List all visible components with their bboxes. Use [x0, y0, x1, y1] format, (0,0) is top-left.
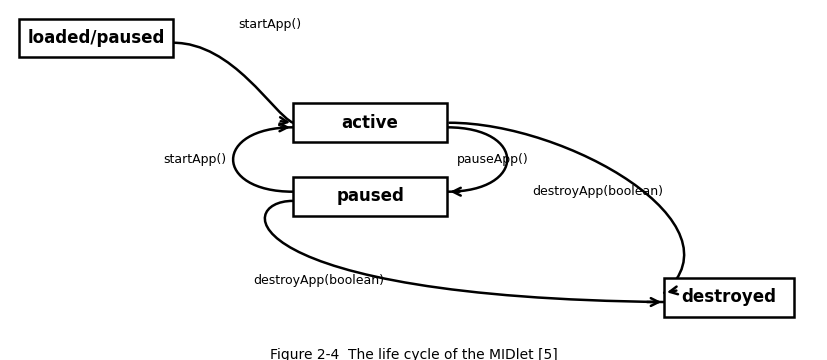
FancyBboxPatch shape — [293, 177, 447, 216]
Text: destroyApp(boolean): destroyApp(boolean) — [253, 274, 384, 287]
FancyBboxPatch shape — [663, 278, 793, 317]
Text: startApp(): startApp() — [163, 153, 227, 166]
Text: paused: paused — [336, 187, 404, 205]
Text: Figure 2-4  The life cycle of the MIDlet [5]: Figure 2-4 The life cycle of the MIDlet … — [270, 348, 557, 360]
Text: pauseApp(): pauseApp() — [457, 153, 528, 166]
FancyBboxPatch shape — [19, 19, 173, 58]
Text: destroyed: destroyed — [681, 288, 776, 306]
Text: loaded/paused: loaded/paused — [27, 29, 165, 47]
Text: destroyApp(boolean): destroyApp(boolean) — [532, 185, 662, 198]
Text: startApp(): startApp() — [238, 18, 301, 31]
Text: active: active — [342, 114, 398, 132]
FancyBboxPatch shape — [293, 103, 447, 142]
